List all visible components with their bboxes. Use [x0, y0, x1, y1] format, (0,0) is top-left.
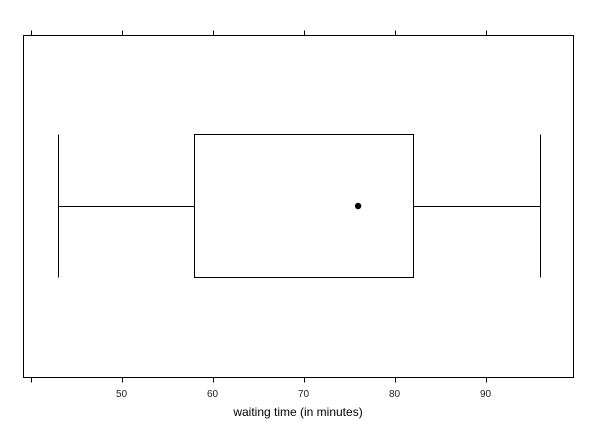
x-axis-label: waiting time (in minutes) — [232, 405, 362, 419]
x-tick-label: 60 — [207, 389, 219, 400]
x-tick-label: 80 — [389, 389, 401, 400]
x-tick-label: 50 — [116, 389, 128, 400]
x-axis-ticks: 50 60 70 80 90 — [31, 30, 492, 400]
iqr-box — [194, 134, 414, 278]
x-tick-label: 70 — [298, 389, 310, 400]
box-marks — [58, 134, 541, 278]
plot-frame — [23, 35, 574, 378]
x-tick-label: 90 — [480, 389, 492, 400]
median-dot — [354, 202, 362, 210]
